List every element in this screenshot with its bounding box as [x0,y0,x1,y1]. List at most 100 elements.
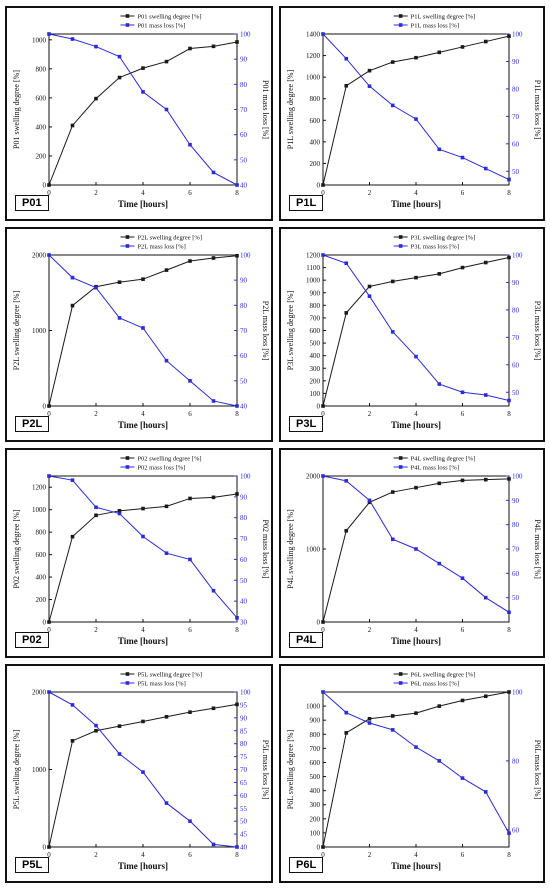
data-point-swelling [117,75,122,80]
data-point-swelling [117,724,122,728]
data-point-swelling [367,500,372,505]
data-point-swelling [390,714,395,718]
x-tick-label: 6 [461,410,465,418]
x-tick-label: 4 [414,626,418,634]
data-point-mass-loss [117,316,122,320]
y-right-tick-label: 50 [240,377,248,385]
y-right-tick-label: 30 [240,619,248,627]
data-point-mass-loss [414,117,418,121]
x-tick-label: 8 [507,189,511,197]
data-point-mass-loss [211,588,216,593]
y-left-tick-label: 500 [310,340,321,348]
data-point-swelling [188,46,192,51]
data-point-mass-loss [164,551,169,555]
y-left-tick-label: 0 [43,844,47,852]
chart-svg: 0 2 4 6 801000200040455055606570758085909510… [12,672,270,872]
chart-svg: 0 2 4 6 801002003004005006007008009001000608… [286,672,542,872]
data-point-mass-loss [141,326,145,330]
series-line-swelling [48,41,238,186]
data-point-mass-loss [483,166,488,171]
y-right-tick-label: 80 [240,740,248,748]
data-point-mass-loss [164,358,169,363]
y-left-tick-label: 0 [317,619,321,627]
data-point-mass-loss [390,330,395,334]
data-point-swelling [188,496,192,501]
data-point-swelling [437,50,442,55]
y-left-axis-label: P4L swelling degree [%] [286,509,295,589]
data-point-swelling [437,481,442,486]
y-right-tick-label: 80 [240,514,248,522]
data-point-swelling [211,256,216,260]
x-tick-label: 6 [461,851,465,859]
data-point-mass-loss [367,84,372,88]
y-left-tick-label: 1000 [306,277,321,285]
y-left-tick-label: 600 [36,94,47,102]
data-point-mass-loss [483,790,488,794]
x-tick-label: 8 [235,851,239,859]
legend-marker [125,14,130,18]
y-left-tick-label: 400 [36,123,47,131]
x-tick-label: 0 [47,189,51,197]
data-point-mass-loss [188,379,192,383]
y-left-tick-label: 200 [36,596,47,604]
data-point-swelling [94,513,98,518]
legend-entry: P01 swelling degree [%] [137,14,201,21]
y-right-tick-label: 70 [512,334,520,342]
y-left-tick-label: 0 [317,403,321,411]
x-axis-label: Time [hours] [118,636,168,646]
y-right-tick-label: 40 [240,844,248,852]
data-point-mass-loss [437,382,442,386]
y-right-tick-label: 100 [240,689,251,697]
y-left-tick-label: 900 [310,717,321,725]
legend-marker [125,244,130,248]
legend-marker [125,465,130,469]
data-point-mass-loss [188,142,192,147]
data-point-mass-loss [235,616,239,620]
x-tick-label: 4 [414,410,418,418]
panel-label: P02 [15,632,49,648]
y-left-tick-label: 0 [317,182,321,190]
data-point-mass-loss [70,275,75,280]
y-left-axis-label: P1L swelling degree [%] [286,69,295,149]
x-tick-label: 4 [414,189,418,197]
data-point-swelling [390,60,395,64]
x-tick-label: 8 [235,410,239,418]
data-point-mass-loss [211,842,216,847]
y-right-tick-label: 90 [512,279,520,287]
x-tick-label: 8 [235,189,239,197]
data-point-swelling [507,255,511,260]
series-line-mass-loss [48,33,238,186]
y-right-tick-label: 95 [240,701,248,709]
data-point-swelling [188,710,192,714]
data-point-mass-loss [117,511,122,516]
y-left-tick-label: 1000 [306,546,321,554]
data-point-swelling [141,277,145,281]
y-left-tick-label: 1200 [306,52,321,60]
data-point-mass-loss [141,90,145,94]
data-point-mass-loss [344,710,349,715]
y-left-tick-label: 0 [317,844,321,852]
legend-marker [398,235,403,239]
data-point-swelling [437,704,442,708]
y-right-tick-label: 90 [512,58,520,66]
data-point-mass-loss [321,474,325,478]
data-point-mass-loss [460,576,465,580]
data-point-mass-loss [321,690,325,694]
y-right-tick-label: 60 [240,556,248,564]
x-tick-label: 2 [368,410,372,418]
y-left-tick-label: 300 [310,801,321,809]
data-point-swelling [321,620,325,624]
x-tick-label: 6 [188,189,192,197]
data-point-swelling [117,280,122,284]
y-left-tick-label: 700 [310,745,321,753]
panel-label: P5L [15,857,50,873]
y-left-tick-label: 200 [310,815,321,823]
y-right-tick-label: 65 [240,779,248,787]
data-point-mass-loss [414,547,418,551]
y-left-tick-label: 1000 [32,766,47,774]
panel-label: P4L [289,632,324,648]
legend-marker [125,23,130,27]
y-right-tick-label: 80 [240,302,248,310]
